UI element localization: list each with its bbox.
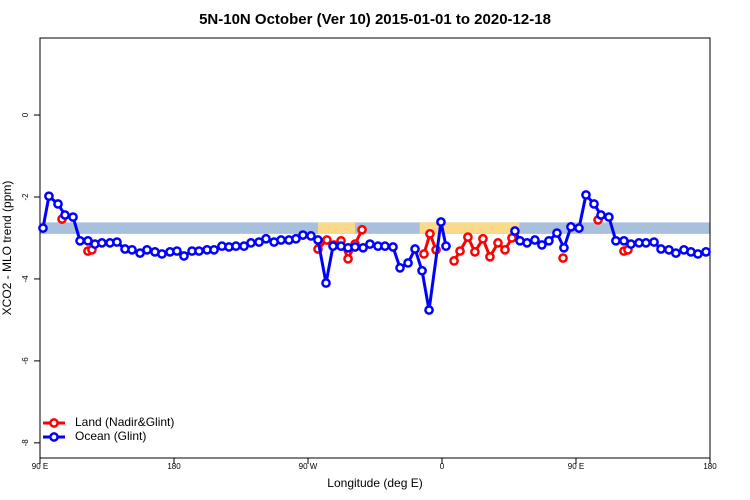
data-point [321, 278, 331, 288]
data-point [441, 241, 451, 252]
legend-label: Land (Nadir&Glint) [75, 415, 174, 429]
data-point [395, 263, 405, 273]
data-point [522, 238, 532, 248]
data-point [463, 232, 473, 242]
data-point [701, 247, 711, 257]
data-point [436, 217, 446, 227]
data-point [558, 253, 568, 263]
data-point [424, 305, 434, 315]
y-tick-label: -8 [21, 439, 30, 447]
chart-title: 5N-10N October (Ver 10) 2015-01-01 to 20… [199, 11, 551, 28]
data-point [231, 241, 241, 252]
legend-label: Ocean (Glint) [75, 429, 146, 443]
series-line [41, 193, 448, 311]
data-point [53, 199, 63, 209]
highlight-span [317, 222, 356, 234]
data-point [403, 258, 413, 268]
data-point [649, 237, 659, 247]
data-point [604, 212, 614, 222]
data-point [365, 239, 375, 249]
data-point [97, 238, 107, 248]
data-point [179, 251, 189, 261]
data-point [60, 210, 70, 220]
data-point [298, 230, 308, 240]
y-tick-label: -2 [21, 193, 30, 201]
data-point [544, 235, 554, 246]
data-point [246, 238, 256, 248]
data-point [589, 199, 599, 209]
data-point [510, 226, 520, 236]
y-axis-label: XCO2 - MLO trend (ppm) [0, 181, 14, 316]
data-point [641, 238, 651, 248]
x-tick-label: 90 E [568, 462, 584, 471]
data-point [68, 212, 78, 222]
legend-marker [49, 418, 59, 428]
x-axis-label: Longitude (deg E) [327, 476, 422, 490]
data-point [291, 233, 301, 244]
y-tick-label: -4 [21, 275, 30, 283]
data-point [322, 235, 332, 245]
data-point [419, 249, 429, 259]
x-tick-label: 180 [703, 462, 717, 471]
reference-band [40, 222, 710, 234]
data-point [328, 241, 338, 252]
data-point [671, 248, 681, 258]
data-point [261, 233, 271, 244]
data-point [574, 223, 584, 233]
x-tick-label: 0 [440, 462, 445, 471]
data-point [470, 247, 480, 257]
highlight-span [419, 222, 520, 234]
data-point [611, 235, 621, 246]
plot-frame [39, 37, 711, 459]
data-point [157, 249, 167, 259]
data-point [425, 229, 435, 239]
data-point [626, 239, 636, 249]
data-point [530, 235, 540, 245]
data-point [596, 210, 606, 220]
data-point [559, 242, 569, 253]
data-point [357, 224, 367, 235]
data-point [566, 222, 576, 232]
x-tick-label: 180 [167, 462, 181, 471]
data-point [455, 246, 465, 256]
data-point [38, 223, 48, 233]
y-tick-label: 0 [21, 112, 30, 117]
data-point [388, 242, 398, 252]
data-point [350, 242, 360, 252]
data-point [276, 235, 286, 245]
data-point [112, 237, 122, 247]
data-point [209, 244, 219, 255]
legend-marker [49, 432, 59, 442]
data-point [581, 190, 591, 200]
data-point [75, 235, 85, 246]
data-point [343, 254, 353, 264]
data-point [478, 233, 488, 244]
data-point [693, 249, 703, 259]
data-point [127, 244, 137, 255]
data-point [306, 231, 316, 241]
x-tick-label: 90 E [32, 462, 48, 471]
data-point [313, 235, 323, 245]
data-point [485, 251, 495, 262]
data-point [449, 256, 459, 266]
data-point [194, 246, 204, 256]
y-tick-label: -6 [21, 357, 30, 365]
data-point [142, 244, 152, 255]
x-tick-label: 90 W [299, 462, 318, 471]
data-point [172, 246, 182, 256]
data-point [500, 244, 510, 255]
data-point [537, 240, 547, 250]
data-point [410, 244, 420, 254]
data-point [380, 241, 390, 252]
data-point [552, 228, 562, 238]
data-point [44, 191, 54, 202]
data-point [417, 265, 427, 276]
data-point [358, 242, 368, 253]
data-point [656, 244, 666, 254]
data-point [493, 238, 503, 248]
